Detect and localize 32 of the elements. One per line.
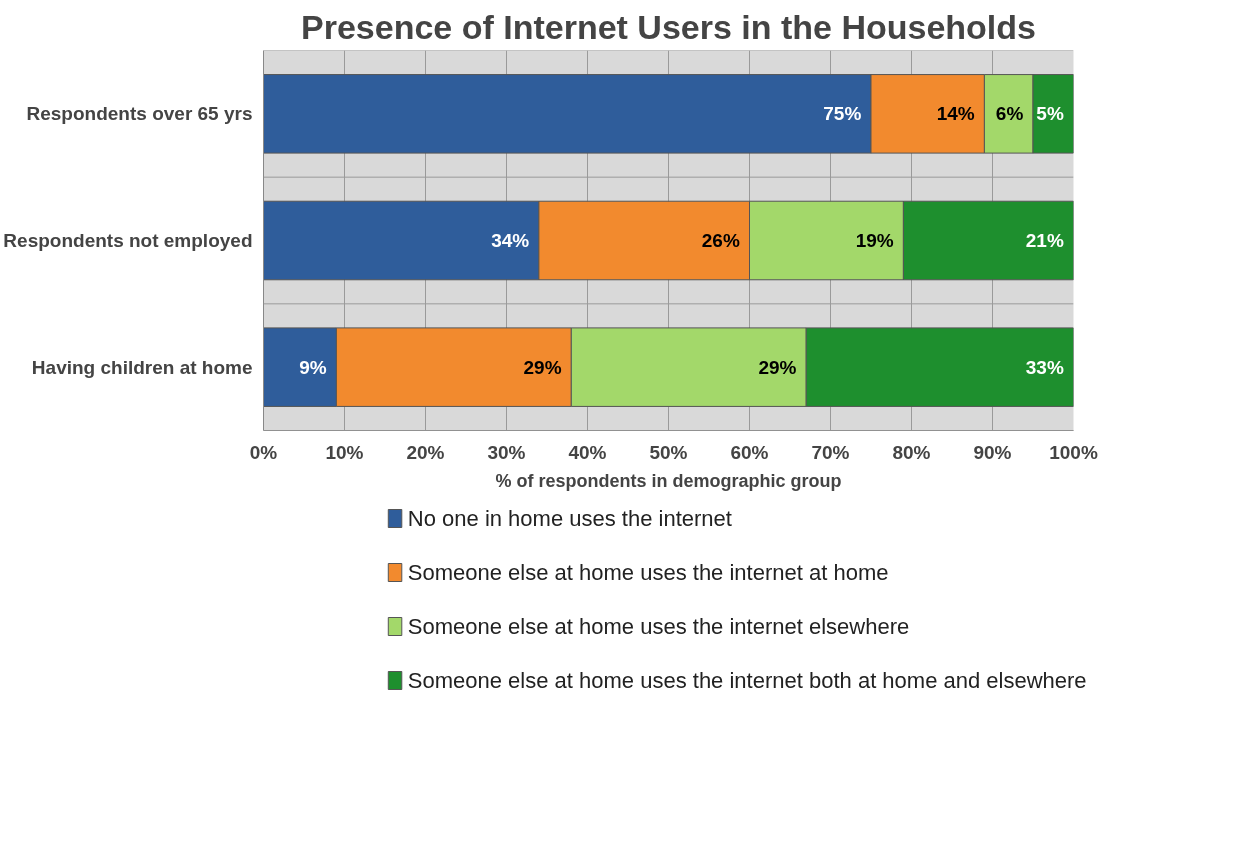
x-tick-label: 0%	[249, 441, 278, 463]
x-axis-title: % of respondents in demographic group	[495, 470, 842, 491]
x-tick-label: 30%	[487, 441, 526, 463]
data-label: 5%	[1036, 103, 1064, 125]
data-label: 29%	[523, 356, 562, 378]
x-tick-label: 90%	[973, 441, 1012, 463]
data-label: 21%	[1025, 230, 1064, 251]
x-tick-label: 80%	[892, 441, 931, 463]
chart-title: Presence of Internet Users in the Households	[301, 7, 1036, 46]
data-label: 75%	[823, 103, 862, 125]
x-tick-label: 10%	[325, 441, 364, 463]
legend-label: Someone else at home uses the internet at home	[407, 560, 889, 585]
y-tick-label: Having children at home	[31, 356, 253, 378]
data-label: 6%	[995, 103, 1024, 125]
data-label: 14%	[936, 103, 975, 125]
legend-label: Someone else at home uses the internet both at home and elsewhere	[407, 668, 1087, 693]
x-tick-label: 20%	[406, 441, 445, 463]
x-tick-label: 50%	[649, 441, 688, 463]
legend-label: Someone else at home uses the internet elsewhere	[407, 614, 910, 639]
legend-label: No one in home uses the internet	[407, 506, 732, 531]
x-tick-label: 70%	[811, 441, 850, 463]
x-tick-label: 100%	[1049, 441, 1098, 463]
x-tick-label: 40%	[568, 441, 607, 463]
data-label: 19%	[855, 230, 894, 251]
x-tick-label: 60%	[730, 441, 769, 463]
data-label: 9%	[299, 356, 327, 378]
data-label: 33%	[1025, 356, 1064, 378]
data-label: 26%	[701, 230, 740, 251]
y-tick-label: Respondents over 65 yrs	[26, 103, 253, 125]
y-tick-label: Respondents not employed	[3, 230, 253, 251]
data-label: 29%	[758, 356, 797, 378]
data-label: 34%	[491, 230, 530, 251]
